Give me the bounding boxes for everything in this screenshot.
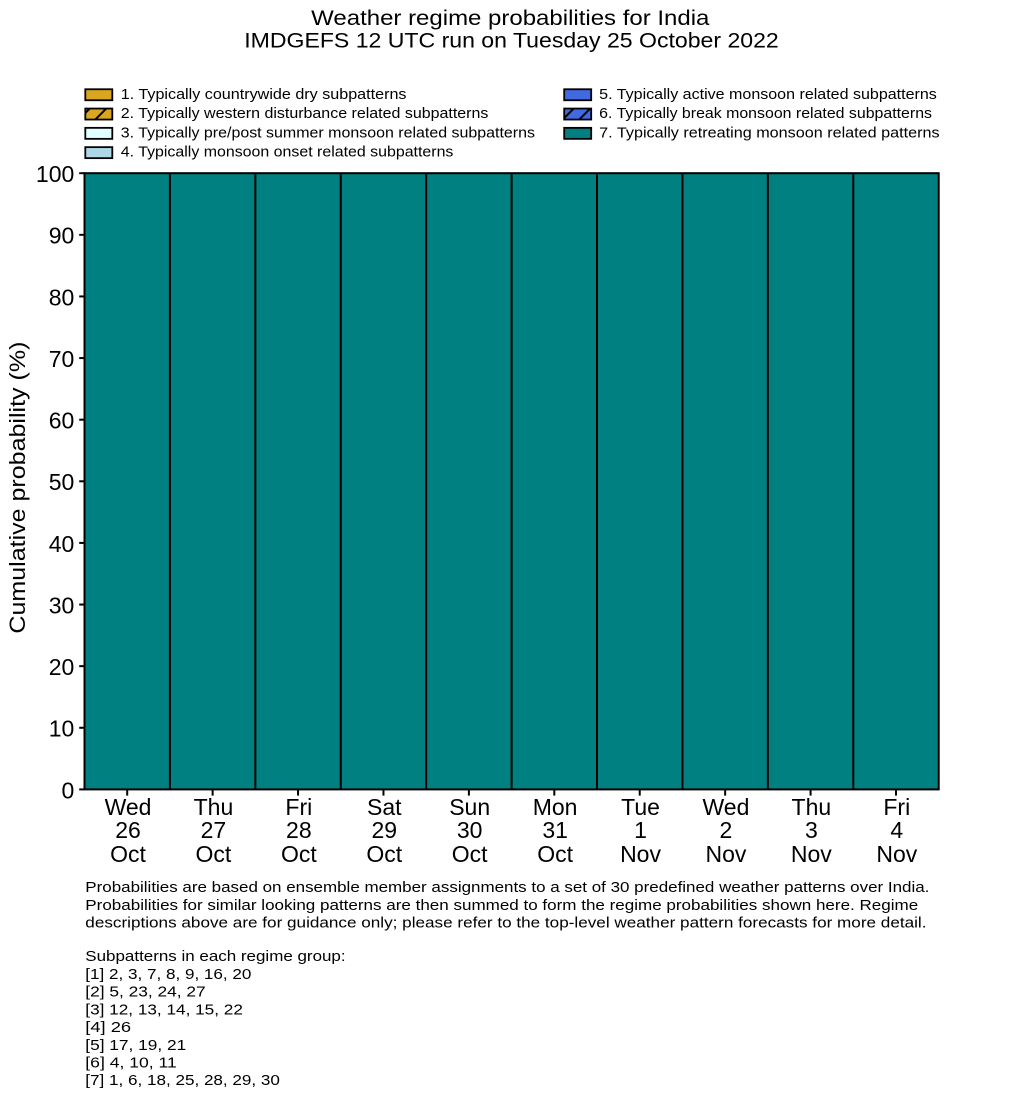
svg-text:31: 31 xyxy=(542,817,568,843)
svg-text:Oct: Oct xyxy=(366,841,402,867)
svg-text:20: 20 xyxy=(49,654,75,680)
svg-text:4: 4 xyxy=(890,817,903,843)
svg-text:Subpatterns in each regime gro: Subpatterns in each regime group: xyxy=(85,948,345,965)
svg-text:Fri: Fri xyxy=(883,794,910,820)
svg-text:Oct: Oct xyxy=(196,841,232,867)
svg-text:10: 10 xyxy=(49,716,75,742)
svg-text:27: 27 xyxy=(201,817,227,843)
svg-text:Fri: Fri xyxy=(285,794,312,820)
svg-text:Nov: Nov xyxy=(791,841,832,867)
svg-text:29: 29 xyxy=(371,817,397,843)
svg-text:Oct: Oct xyxy=(452,841,488,867)
svg-text:IMDGEFS 12 UTC run on Tuesday: IMDGEFS 12 UTC run on Tuesday 25 October… xyxy=(244,30,779,53)
svg-text:descriptions above are for gui: descriptions above are for guidance only… xyxy=(85,915,926,932)
svg-text:2: 2 xyxy=(720,817,733,843)
svg-text:6. Typically break monsoon rel: 6. Typically break monsoon related subpa… xyxy=(599,105,932,122)
svg-text:5. Typically active monsoon re: 5. Typically active monsoon related subp… xyxy=(599,86,937,103)
svg-text:[2] 5, 23, 24, 27: [2] 5, 23, 24, 27 xyxy=(85,984,205,1001)
svg-text:Probabilities are based on ens: Probabilities are based on ensemble memb… xyxy=(85,879,929,896)
svg-text:[1] 2, 3, 7, 8, 9, 16, 20: [1] 2, 3, 7, 8, 9, 16, 20 xyxy=(85,966,251,983)
svg-text:28: 28 xyxy=(286,817,312,843)
svg-text:3: 3 xyxy=(805,817,818,843)
svg-text:1: 1 xyxy=(634,817,647,843)
svg-text:40: 40 xyxy=(49,531,75,557)
svg-text:[6] 4, 10, 11: [6] 4, 10, 11 xyxy=(85,1054,177,1071)
svg-text:0: 0 xyxy=(62,777,75,803)
svg-text:2. Typically western disturban: 2. Typically western disturbance related… xyxy=(121,105,489,122)
svg-text:Weather regime probabilities f: Weather regime probabilities for India xyxy=(311,7,710,30)
svg-text:26: 26 xyxy=(115,817,141,843)
svg-text:[3] 12, 13, 14, 15, 22: [3] 12, 13, 14, 15, 22 xyxy=(85,1001,243,1018)
svg-text:Oct: Oct xyxy=(110,841,146,867)
svg-text:1. Typically countrywide dry s: 1. Typically countrywide dry subpatterns xyxy=(121,86,407,103)
svg-text:Nov: Nov xyxy=(705,841,746,867)
svg-text:4. Typically monsoon onset rel: 4. Typically monsoon onset related subpa… xyxy=(121,144,454,161)
svg-text:30: 30 xyxy=(457,817,483,843)
svg-text:Wed: Wed xyxy=(105,794,152,820)
svg-text:Probabilities for similar look: Probabilities for similar looking patter… xyxy=(85,897,918,914)
svg-text:Mon: Mon xyxy=(533,794,578,820)
svg-text:80: 80 xyxy=(49,284,75,310)
svg-text:Oct: Oct xyxy=(537,841,573,867)
svg-text:Oct: Oct xyxy=(281,841,317,867)
svg-text:100: 100 xyxy=(36,161,74,187)
svg-text:Tue: Tue xyxy=(621,794,660,820)
svg-text:90: 90 xyxy=(49,223,75,249)
svg-text:[5] 17, 19, 21: [5] 17, 19, 21 xyxy=(85,1037,186,1054)
svg-text:[4] 26: [4] 26 xyxy=(85,1019,131,1036)
svg-text:3. Typically pre/post summer m: 3. Typically pre/post summer monsoon rel… xyxy=(121,124,535,141)
svg-text:70: 70 xyxy=(49,346,75,372)
svg-text:Sat: Sat xyxy=(367,794,402,820)
svg-text:Wed: Wed xyxy=(703,794,750,820)
svg-text:Nov: Nov xyxy=(620,841,661,867)
svg-text:60: 60 xyxy=(49,408,75,434)
svg-text:Thu: Thu xyxy=(194,794,234,820)
svg-text:Sun: Sun xyxy=(449,794,490,820)
svg-text:Nov: Nov xyxy=(876,841,917,867)
svg-text:[7] 1, 6, 18, 25, 28, 29, 30: [7] 1, 6, 18, 25, 28, 29, 30 xyxy=(85,1072,280,1089)
svg-text:Cumulative probability (%): Cumulative probability (%) xyxy=(5,342,30,634)
svg-text:30: 30 xyxy=(49,592,75,618)
svg-text:Thu: Thu xyxy=(792,794,832,820)
svg-text:7. Typically retreating monsoo: 7. Typically retreating monsoon related … xyxy=(599,124,939,141)
svg-text:50: 50 xyxy=(49,469,75,495)
